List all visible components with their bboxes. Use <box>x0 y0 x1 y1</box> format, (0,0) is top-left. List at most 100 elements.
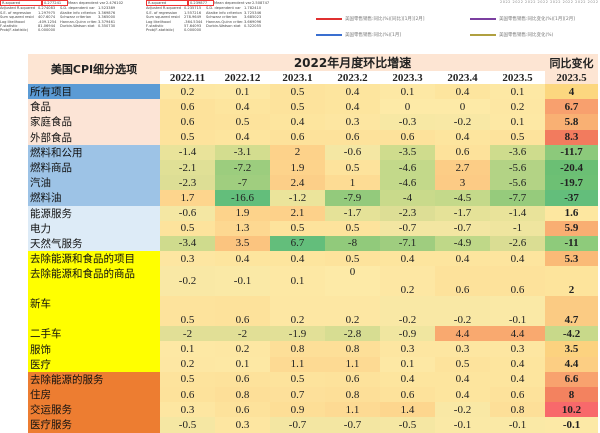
value-cell: -0.1 <box>490 296 546 327</box>
value-cell: 0.3 <box>435 341 490 357</box>
regression-stat-row: R-squared 0.239877 Mean dependent var2.508… <box>146 0 269 7</box>
table-row: 医疗服务 -0.5 0.3 -0.7 -0.7 -0.5 -0.1 -0.1 -0.1 <box>28 417 599 433</box>
value-cell: -0.3 <box>380 114 435 130</box>
value-cell: 0 <box>380 99 435 115</box>
value-cell: -7.1 <box>380 235 435 252</box>
month-header: 2022.12 <box>215 71 270 84</box>
regression-stat-cell: 3.685023 <box>244 15 262 20</box>
legend-label: 美国零售销售:同比变化(%) <box>499 33 554 38</box>
value-cell: 1.4 <box>380 402 435 418</box>
regression-stat-cell: 0.277241 <box>42 0 68 7</box>
value-cell: 0.1 <box>160 341 215 357</box>
yoy-cell: -37 <box>545 190 599 206</box>
value-cell: 0.4 <box>215 251 270 267</box>
regression-output-left: R-squared 0.277241 Mean dependent var2.476… <box>0 0 123 33</box>
value-cell: -7 <box>215 175 270 191</box>
value-cell: 0.5 <box>270 220 325 236</box>
value-cell: -0.6 <box>160 205 215 221</box>
regression-stat-row: R-squared 0.277241 Mean dependent var2.476… <box>0 0 123 7</box>
month-header: 2023.3 <box>380 71 435 84</box>
regression-stat-cell: Durbin-Watson stat <box>60 24 95 29</box>
value-cell: 2.4 <box>270 175 325 191</box>
regression-stat-cell: Akaike info criterion <box>60 10 96 15</box>
value-cell: -0.5 <box>380 417 435 433</box>
value-cell: -0.1 <box>215 266 270 297</box>
value-cell: -0.5 <box>160 417 215 433</box>
value-cell: 0.6 <box>160 114 215 130</box>
value-cell: -0.1 <box>490 417 546 433</box>
yoy-cell: -11 <box>545 235 599 252</box>
table-header-row-2: 2022.11 2022.12 2023.1 2023.2 2023.3 2023.4 20… <box>28 71 599 84</box>
value-cell: -0.2 <box>380 296 435 327</box>
legend-swatch <box>470 33 496 36</box>
value-cell: 0.2 <box>325 296 380 327</box>
yoy-cell: 10.2 <box>545 402 599 418</box>
yoy-cell: 5.8 <box>545 114 599 130</box>
regression-stat-row: Prob(F-statistic) 0.000000 <box>0 28 120 32</box>
legend-item: 美国零售销售:同比(%)[1月] <box>316 32 401 38</box>
value-cell: 0.4 <box>435 371 490 387</box>
row-label: 交运服务 <box>28 402 160 418</box>
value-cell: 0.1 <box>380 356 435 372</box>
value-cell: 0.5 <box>215 114 270 130</box>
table-row: 服饰 0.1 0.2 0.8 0.8 0.3 0.3 0.3 3.5 <box>28 341 599 357</box>
table-row: 去除能源和食品的项目 0.3 0.4 0.4 0.5 0.4 0.4 0.4 5.3 <box>28 251 599 267</box>
regression-stat-cell: 2.476102 <box>106 1 124 5</box>
yoy-cell: 5.9 <box>545 220 599 236</box>
value-cell: 0.1 <box>380 84 435 100</box>
legend-label: 美国零售销售:同比变化(%)[1月][2月] <box>499 17 576 22</box>
value-cell: -2.3 <box>160 175 215 191</box>
table-header-row-1: 美国CPI细分选项 2022年月度环比增速 同比变化 <box>28 54 599 84</box>
value-cell: 0.7 <box>270 387 325 403</box>
value-cell: 0.6 <box>215 402 270 418</box>
table-row: 二手车 -2 -2 -1.9 -2.8 -0.9 4.4 4.4 -4.2 <box>28 326 599 342</box>
value-cell: 1.3 <box>215 220 270 236</box>
value-cell: 0.5 <box>435 356 490 372</box>
yoy-cell: 5.3 <box>545 251 599 267</box>
value-cell: 0.5 <box>490 129 546 145</box>
legend-item: 美国零售销售:同比(%)[同比][1月][2月] <box>316 16 425 22</box>
regression-stat-row: F-statistic 81.06944 Durbin-Watson stat 0.3… <box>0 24 120 28</box>
value-cell: -2.1 <box>160 159 215 176</box>
value-cell: -1.4 <box>160 144 215 160</box>
value-cell: 1 <box>325 175 380 191</box>
value-cell: 0.1 <box>270 266 325 297</box>
yoy-cell: 1.6 <box>545 205 599 221</box>
value-cell: 1.7 <box>160 190 215 206</box>
value-cell: 0.6 <box>490 266 546 297</box>
value-cell: 0.6 <box>160 99 215 115</box>
value-cell: 0.3 <box>490 341 546 357</box>
value-cell: -1.4 <box>490 205 546 221</box>
regression-stat-row: S.E. of regression 1.557216 Akaike info cr… <box>146 11 266 15</box>
row-label: 汽油 <box>28 175 160 191</box>
value-cell: -0.7 <box>325 417 380 433</box>
corner-axis-text: 2022 2022 2022 2022 2022 2022 2022 2022 <box>500 0 599 4</box>
value-cell: 0.5 <box>160 296 215 327</box>
yoy-cell: 3.5 <box>545 341 599 357</box>
value-cell: 0.2 <box>380 266 435 297</box>
value-cell: 0.5 <box>270 99 325 115</box>
regression-stat-cell: Schwarz criterion <box>206 15 238 20</box>
value-cell: 0.4 <box>490 356 546 372</box>
row-label: 医疗服务 <box>28 417 160 433</box>
regression-stat-cell: 278.9649 <box>184 15 202 20</box>
value-cell: -0.7 <box>435 220 490 236</box>
yoy-cell: -19.7 <box>545 175 599 191</box>
value-cell: 0.5 <box>325 220 380 236</box>
regression-stat-cell: 0.322055 <box>244 24 262 29</box>
value-cell: -7.9 <box>325 190 380 206</box>
regression-stat-cell: -364.5344 <box>184 19 203 24</box>
value-cell: 0.5 <box>160 129 215 145</box>
regression-stat-cell: S.D. dependent var <box>206 6 241 11</box>
value-cell: 0.2 <box>160 84 215 100</box>
value-cell: 0.2 <box>215 341 270 357</box>
value-cell: 0.5 <box>325 251 380 267</box>
value-cell: -5.6 <box>490 159 546 176</box>
value-cell: 1.9 <box>270 159 325 176</box>
legend-label: 美国零售销售:同比(%)[1月] <box>345 33 402 38</box>
value-cell: -3.6 <box>490 144 546 160</box>
value-cell: 0.4 <box>215 99 270 115</box>
name-column-header: 美国CPI细分选项 <box>28 54 160 84</box>
value-cell: 0.4 <box>270 251 325 267</box>
value-cell: -1.7 <box>325 205 380 221</box>
